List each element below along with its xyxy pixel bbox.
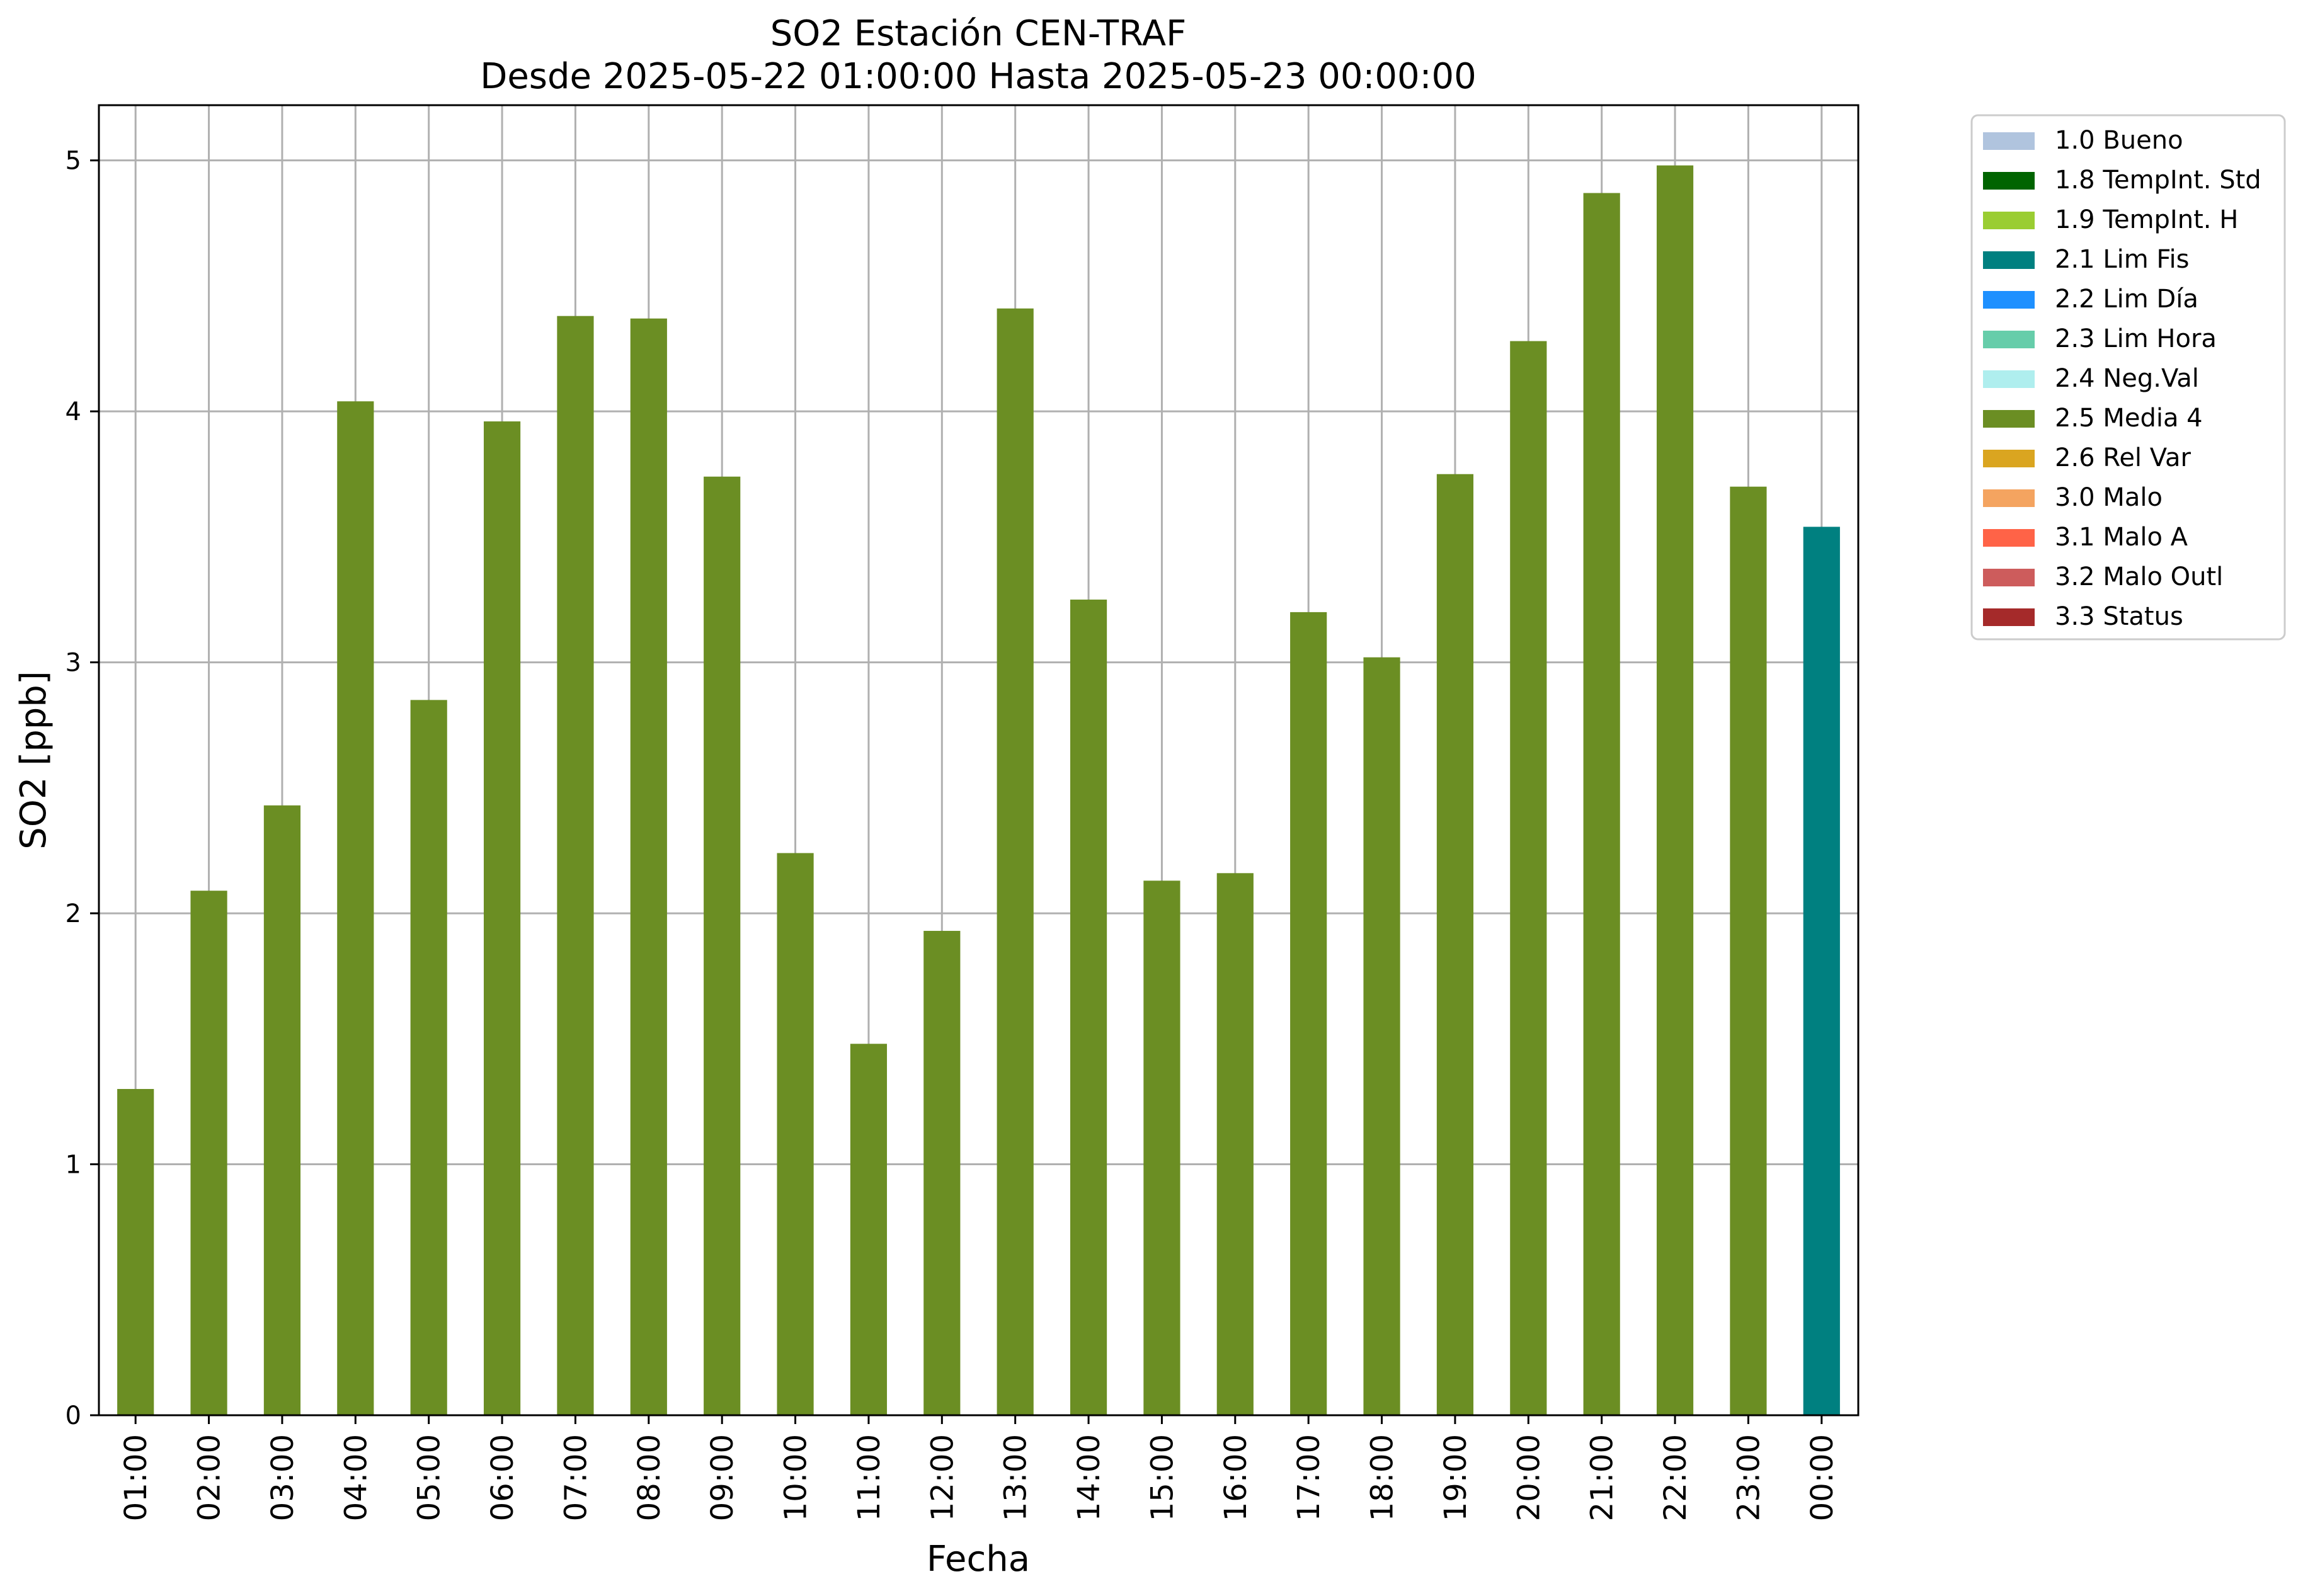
bar-0600 — [483, 421, 521, 1415]
x-tick-label: 10:00 — [779, 1434, 814, 1521]
legend-swatch — [1983, 410, 2035, 428]
legend-label: 2.3 Lim Hora — [2055, 324, 2217, 353]
legend-label: 3.1 Malo A — [2055, 523, 2188, 552]
y-tick-label: 3 — [66, 649, 81, 678]
bar-0800 — [630, 318, 667, 1416]
plot-frame — [98, 104, 1860, 1416]
legend-label: 2.5 Media 4 — [2055, 404, 2203, 433]
legend-label: 3.3 Status — [2055, 602, 2183, 631]
bar-0500 — [410, 700, 447, 1415]
chart-title: SO2 Estación CEN-TRAF — [770, 13, 1187, 54]
legend: 1.0 Bueno 1.8 TempInt. Std 1.9 TempInt. H 2… — [1970, 114, 2286, 641]
bar-2200 — [1656, 165, 1694, 1415]
bar-1300 — [997, 308, 1034, 1416]
bar-1600 — [1216, 873, 1254, 1415]
legend-swatch — [1983, 529, 2035, 547]
x-tick-label: 23:00 — [1731, 1434, 1766, 1521]
bar-0900 — [704, 476, 741, 1415]
chart-subtitle: Desde 2025-05-22 01:00:00 Hasta 2025-05-… — [480, 56, 1477, 97]
bar-1100 — [850, 1044, 888, 1415]
x-tick-label: 16:00 — [1218, 1434, 1254, 1521]
legend-label: 3.0 Malo — [2055, 483, 2163, 512]
bar-0100 — [117, 1088, 154, 1415]
legend-label: 2.4 Neg.Val — [2055, 364, 2199, 393]
x-tick-label: 14:00 — [1071, 1434, 1107, 1521]
legend-swatch — [1983, 450, 2035, 467]
bar-1200 — [923, 930, 961, 1415]
x-tick-label: 02:00 — [192, 1434, 227, 1521]
legend-label: 2.1 Lim Fis — [2055, 245, 2189, 274]
legend-swatch — [1983, 489, 2035, 507]
legend-swatch — [1983, 370, 2035, 388]
legend-swatch — [1983, 569, 2035, 586]
bar-1700 — [1290, 612, 1327, 1415]
bar-0200 — [190, 891, 227, 1415]
y-tick-label: 2 — [66, 899, 81, 928]
legend-label: 2.6 Rel Var — [2055, 443, 2192, 472]
x-axis: 01:00 02:00 03:00 04:00 05:00 06:00 07:00 08:00… — [118, 1415, 1840, 1521]
legend-label: 3.2 Malo Outl — [2055, 562, 2223, 591]
x-tick-label: 00:00 — [1805, 1434, 1840, 1521]
x-tick-label: 06:00 — [485, 1434, 520, 1521]
legend-label: 1.0 Bueno — [2055, 126, 2183, 155]
x-tick-label: 07:00 — [558, 1434, 593, 1521]
x-tick-label: 18:00 — [1365, 1434, 1400, 1521]
x-tick-label: 12:00 — [925, 1434, 960, 1521]
legend-label: 2.2 Lim Día — [2055, 285, 2198, 314]
bar-1900 — [1436, 474, 1474, 1416]
legend-label: 1.9 TempInt. H — [2055, 205, 2238, 234]
x-tick-label: 01:00 — [118, 1434, 154, 1521]
bar-2100 — [1583, 193, 1620, 1415]
bar-1500 — [1143, 881, 1180, 1415]
legend-swatch — [1983, 291, 2035, 309]
bar-1000 — [777, 853, 814, 1415]
legend-label: 1.8 TempInt. Std — [2055, 166, 2261, 195]
y-axis-label: SO2 [ppb] — [13, 671, 54, 849]
x-tick-label: 03:00 — [265, 1434, 300, 1521]
x-tick-label: 11:00 — [852, 1434, 887, 1521]
y-tick-label: 1 — [66, 1151, 81, 1180]
bar-2300 — [1730, 486, 1767, 1416]
legend-frame — [1970, 114, 2286, 641]
legend-swatch — [1983, 212, 2035, 229]
legend-swatch — [1983, 172, 2035, 190]
x-tick-label: 20:00 — [1511, 1434, 1546, 1521]
x-axis-label: Fecha — [927, 1539, 1030, 1580]
bar-1400 — [1070, 599, 1107, 1415]
legend-swatch — [1983, 608, 2035, 626]
x-tick-label: 22:00 — [1658, 1434, 1693, 1521]
x-tick-label: 04:00 — [338, 1434, 374, 1521]
legend-swatch — [1983, 331, 2035, 348]
x-tick-label: 17:00 — [1291, 1434, 1327, 1521]
bar-0400 — [337, 401, 374, 1415]
x-tick-label: 21:00 — [1585, 1434, 1620, 1521]
x-tick-label: 13:00 — [998, 1434, 1034, 1521]
bar-1800 — [1363, 657, 1400, 1415]
x-tick-label: 19:00 — [1438, 1434, 1473, 1521]
x-tick-label: 08:00 — [632, 1434, 667, 1521]
bar-0700 — [557, 316, 594, 1415]
bars — [117, 165, 1840, 1416]
bar-0300 — [263, 805, 301, 1415]
x-tick-label: 05:00 — [412, 1434, 447, 1521]
y-tick-label: 5 — [66, 147, 81, 176]
y-tick-label: 4 — [66, 397, 81, 426]
legend-swatch — [1983, 132, 2035, 150]
bar-2000 — [1510, 341, 1547, 1416]
bar-0000 — [1803, 527, 1840, 1415]
x-tick-label: 15:00 — [1145, 1434, 1180, 1521]
y-axis: 0 1 2 3 4 5 — [66, 147, 99, 1430]
x-tick-label: 09:00 — [705, 1434, 740, 1521]
y-tick-label: 0 — [66, 1401, 81, 1430]
legend-swatch — [1983, 251, 2035, 269]
